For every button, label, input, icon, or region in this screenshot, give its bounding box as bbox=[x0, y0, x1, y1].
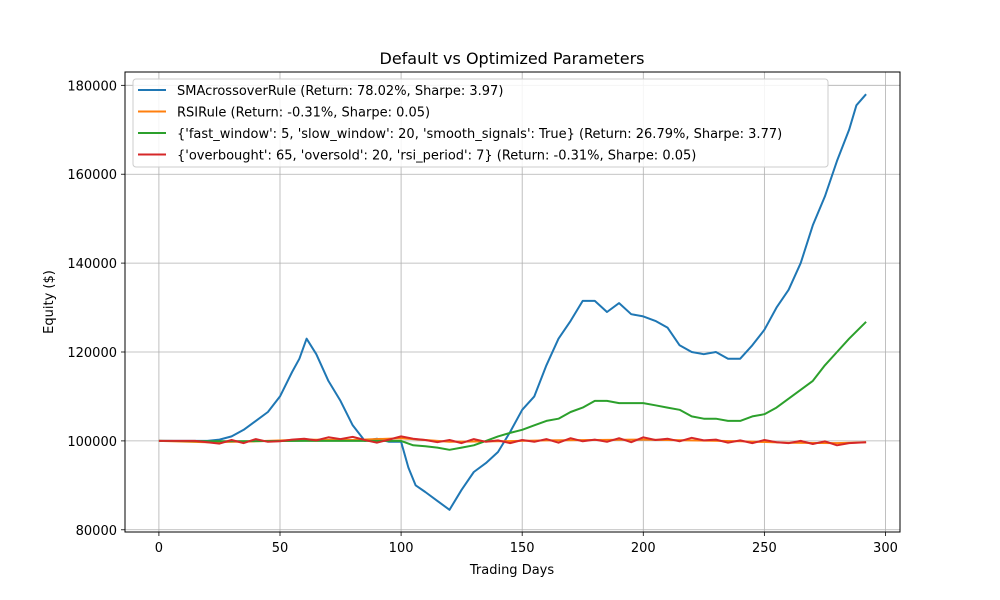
y-axis-label: Equity ($) bbox=[42, 270, 57, 334]
x-tick-label: 50 bbox=[272, 541, 289, 556]
series-line-4 bbox=[158, 435, 867, 447]
legend-label-3: {'fast_window': 5, 'slow_window': 20, 's… bbox=[177, 127, 782, 142]
x-tick-label: 200 bbox=[631, 541, 656, 556]
series-line-1 bbox=[158, 93, 867, 511]
y-tick-label: 100000 bbox=[67, 435, 117, 450]
legend: SMAcrossoverRule (Return: 78.02%, Sharpe… bbox=[132, 78, 829, 168]
legend-label-4: {'overbought': 65, 'oversold': 20, 'rsi_… bbox=[177, 149, 696, 164]
x-tick-label: 250 bbox=[752, 541, 777, 556]
x-tick-label: 150 bbox=[510, 541, 535, 556]
legend-label-2: RSIRule (Return: -0.31%, Sharpe: 0.05) bbox=[177, 106, 430, 121]
x-tick-label: 100 bbox=[389, 541, 414, 556]
y-tick-label: 160000 bbox=[67, 168, 117, 183]
x-tick-label: 0 bbox=[155, 541, 163, 556]
x-axis-label: Trading Days bbox=[469, 563, 554, 578]
legend-box bbox=[132, 78, 829, 168]
x-tick-label: 300 bbox=[873, 541, 898, 556]
y-tick-label: 120000 bbox=[67, 346, 117, 361]
y-tick-label: 80000 bbox=[76, 524, 117, 539]
legend-label-1: SMAcrossoverRule (Return: 78.02%, Sharpe… bbox=[177, 84, 503, 99]
y-tick-label: 180000 bbox=[67, 79, 117, 94]
y-axis-ticks: 80000 100000 120000 140000 160000 180000 bbox=[67, 79, 125, 539]
series-line-3 bbox=[158, 321, 867, 451]
plot-frame bbox=[124, 71, 901, 533]
y-tick-label: 140000 bbox=[67, 257, 117, 272]
x-axis-ticks: 0 50 100 150 200 250 300 bbox=[155, 532, 898, 556]
series-lines bbox=[158, 93, 867, 511]
chart-title: Default vs Optimized Parameters bbox=[380, 49, 645, 68]
